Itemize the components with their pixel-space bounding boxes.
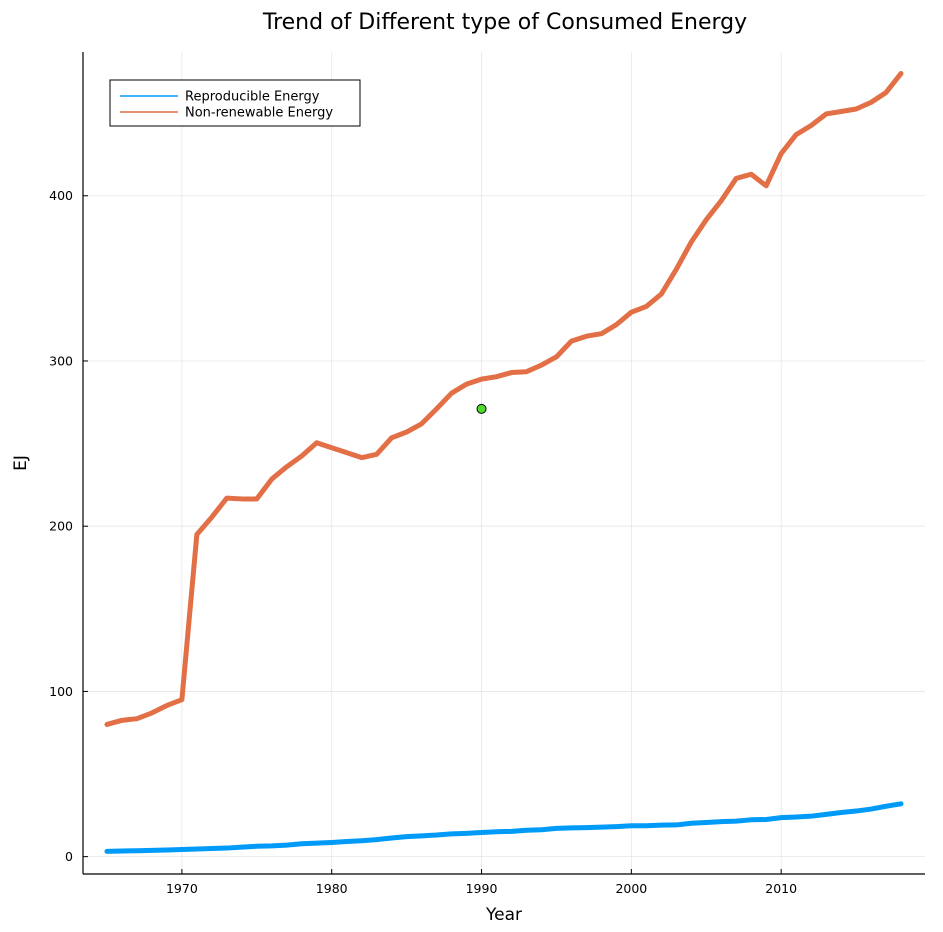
x-tick-label: 1980 bbox=[316, 881, 348, 896]
y-tick-labels: 0 100 200 300 400 bbox=[49, 188, 88, 864]
legend-label: Reproducible Energy bbox=[185, 90, 320, 105]
x-axis-label: Year bbox=[485, 905, 522, 925]
y-axis-label: EJ bbox=[11, 455, 31, 471]
y-tick-label: 200 bbox=[49, 519, 73, 534]
y-tick-label: 0 bbox=[65, 849, 73, 864]
legend-box bbox=[109, 79, 361, 127]
series-line-2 bbox=[104, 70, 904, 727]
x-tick-label: 1990 bbox=[466, 881, 498, 896]
y-tick-label: 400 bbox=[49, 188, 73, 203]
x-tick-label: 2000 bbox=[615, 881, 647, 896]
annotation-point bbox=[476, 403, 487, 414]
series-lines bbox=[104, 70, 904, 854]
legend-label: Non-renewable Energy bbox=[185, 106, 333, 121]
x-tick-label: 1970 bbox=[166, 881, 198, 896]
grid-lines bbox=[83, 52, 925, 874]
chart-title: Trend of Different type of Consumed Ener… bbox=[262, 10, 747, 35]
y-tick-label: 100 bbox=[49, 684, 73, 699]
x-tick-labels: 1970 1980 1990 2000 2010 bbox=[166, 869, 797, 896]
x-tick-label: 2010 bbox=[765, 881, 797, 896]
annotations bbox=[476, 403, 487, 414]
y-tick-label: 300 bbox=[49, 353, 73, 368]
series-line-1 bbox=[104, 801, 904, 854]
axes bbox=[82, 52, 925, 875]
